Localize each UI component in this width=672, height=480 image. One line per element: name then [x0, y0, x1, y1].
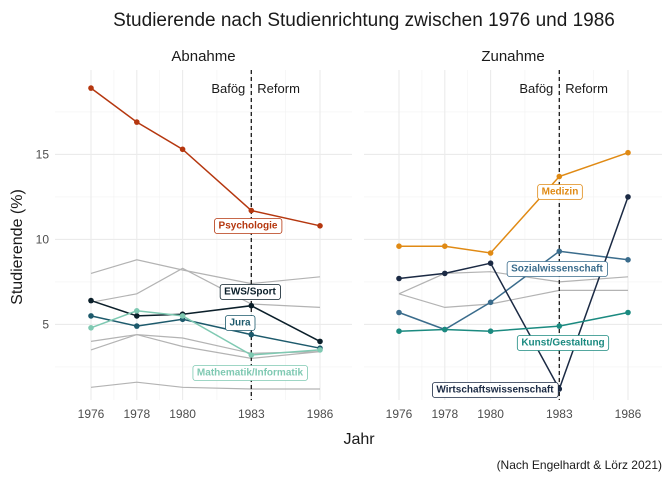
- series-label: Jura: [225, 315, 256, 331]
- data-point: [625, 309, 631, 316]
- era-label-reform: Reform: [565, 81, 608, 96]
- series-medizin: [396, 149, 631, 256]
- series-label-text: EWS/Sport: [224, 287, 276, 298]
- background-series-line: [90, 267, 321, 308]
- data-point: [556, 173, 563, 180]
- data-point: [396, 243, 402, 249]
- background-series-line: [90, 381, 320, 390]
- series-label-box: [225, 315, 256, 331]
- data-point: [487, 299, 494, 306]
- data-point: [396, 309, 402, 316]
- series-jura: [88, 313, 323, 352]
- data-point: [134, 313, 140, 319]
- data-point: [88, 313, 94, 319]
- x-tick-label: 1978: [123, 407, 150, 421]
- data-point: [487, 260, 494, 267]
- panel-strip-label: Zunahme: [481, 48, 544, 65]
- y-tick-label: 10: [36, 232, 50, 246]
- data-point: [442, 270, 448, 277]
- data-point: [88, 297, 94, 304]
- series-label-text: Psychologie: [219, 221, 278, 232]
- x-axis-title: Jahr: [343, 431, 375, 448]
- data-point: [487, 250, 494, 256]
- series-label-box: [432, 382, 559, 398]
- x-tick-label: 1980: [169, 407, 196, 421]
- panels: Abnahme Bafög Reform Psychologie EWS/Sport Ju…: [36, 48, 662, 421]
- background-series-line: [90, 259, 321, 285]
- y-tick-label: 5: [42, 317, 49, 331]
- panel-abnahme: Abnahme Bafög Reform Psychologie EWS/Sport Ju…: [36, 48, 352, 421]
- data-point: [625, 257, 631, 263]
- data-point: [317, 338, 323, 345]
- x-tick-label: 1978: [431, 407, 458, 421]
- data-point: [396, 275, 402, 282]
- data-point: [248, 302, 255, 309]
- series-label-text: Jura: [229, 318, 251, 329]
- series-label-text: Mathematik/Informatik: [197, 368, 304, 379]
- series-kunst-gestaltung: [396, 309, 631, 335]
- series-label-text: Medizin: [542, 187, 579, 198]
- data-point: [179, 313, 186, 319]
- series-psychologie: [88, 85, 323, 229]
- data-point: [248, 207, 255, 214]
- x-tick-label: 1986: [615, 407, 642, 421]
- background-series-line: [90, 333, 321, 360]
- data-point: [134, 308, 140, 314]
- data-point: [442, 243, 448, 249]
- series-label: Kunst/Gestaltung: [516, 335, 610, 351]
- data-point: [179, 146, 186, 153]
- panel-zunahme: Zunahme Bafög Reform Medizin Sozialwissensch…: [364, 48, 662, 421]
- series-ews-sport: [88, 297, 323, 345]
- x-tick-label: 1983: [546, 407, 573, 421]
- x-tick-label: 1983: [238, 407, 265, 421]
- caption: (Nach Engelhardt & Lörz 2021): [497, 458, 662, 472]
- series-label-box: [516, 335, 610, 351]
- data-point: [556, 323, 563, 329]
- series-label: Sozialwissenschaft: [506, 261, 608, 277]
- data-point: [88, 85, 94, 91]
- series-label: Mathematik/Informatik: [192, 365, 308, 381]
- series-label-text: Kunst/Gestaltung: [521, 338, 604, 349]
- series-label: Wirtschaftswissenschaft: [432, 382, 559, 398]
- y-tick-label: 15: [36, 147, 50, 161]
- x-tick-label: 1976: [386, 407, 413, 421]
- x-tick-label: 1976: [78, 407, 105, 421]
- data-point: [248, 331, 255, 338]
- chart-title: Studierende nach Studienrichtung zwische…: [113, 10, 615, 31]
- data-point: [625, 149, 631, 156]
- data-point: [396, 328, 402, 335]
- x-tick-label: 1986: [307, 407, 334, 421]
- series-wirtschaftswissenschaft: [396, 194, 631, 392]
- series-label-box: [214, 218, 283, 234]
- series-label-box: [219, 284, 281, 300]
- series-label-text: Sozialwissenschaft: [511, 264, 603, 275]
- data-point: [556, 248, 563, 255]
- era-label-reform: Reform: [257, 81, 300, 96]
- data-point: [317, 223, 323, 229]
- era-label-bafoeg: Bafög: [211, 81, 245, 96]
- data-point: [134, 323, 140, 329]
- x-tick-label: 1980: [477, 407, 504, 421]
- data-point: [442, 326, 448, 333]
- series-label: EWS/Sport: [219, 284, 281, 300]
- series-label-text: Wirtschaftswissenschaft: [436, 385, 554, 396]
- series-label-box: [192, 365, 308, 381]
- series-mathematik-informatik: [88, 308, 323, 358]
- series-sozialwissenschaft: [396, 248, 631, 333]
- data-point: [317, 347, 323, 353]
- era-label-bafoeg: Bafög: [519, 81, 553, 96]
- series-label: Psychologie: [214, 218, 283, 234]
- data-point: [134, 119, 140, 125]
- background-series-line: [398, 271, 629, 295]
- y-axis-title: Studierende (%): [9, 189, 26, 305]
- data-point: [625, 194, 631, 200]
- series-label-box: [506, 261, 608, 277]
- panel-strip-label: Abnahme: [171, 48, 235, 65]
- series-label-box: [537, 184, 583, 200]
- series-label: Medizin: [537, 184, 583, 200]
- data-point: [88, 325, 94, 331]
- data-point: [487, 328, 494, 335]
- data-point: [248, 352, 255, 358]
